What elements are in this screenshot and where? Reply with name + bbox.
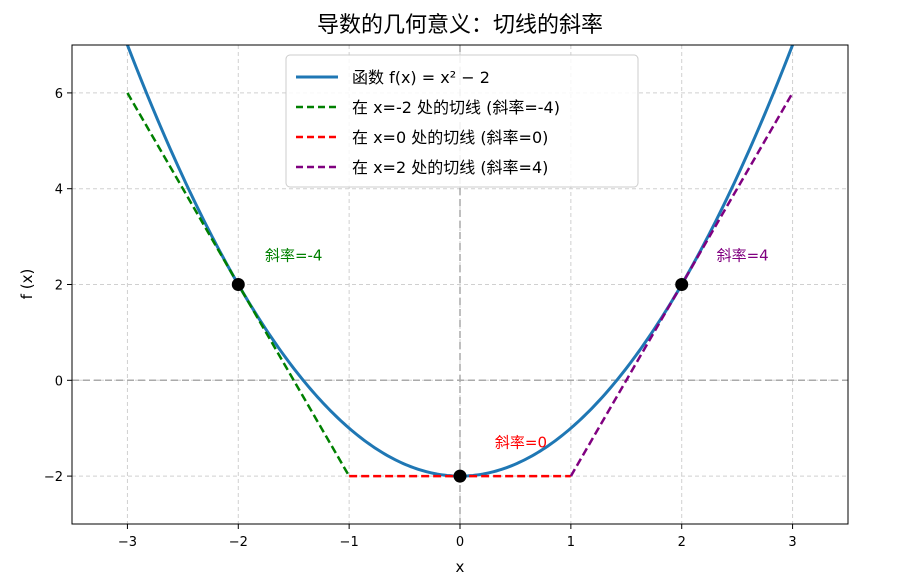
x-tick-label: 3 (788, 535, 796, 550)
slope-annotation: 斜率=-4 (265, 247, 323, 265)
x-tick-label: −2 (229, 535, 248, 550)
legend-label: 在 x=0 处的切线 (斜率=0) (352, 128, 548, 147)
chart-title: 导数的几何意义：切线的斜率 (317, 13, 603, 38)
x-tick-label: −3 (118, 535, 137, 550)
annotations: 斜率=-4 斜率=0 斜率=4 (265, 247, 769, 452)
y-tick-label: 4 (55, 183, 63, 198)
y-tick-label: 2 (55, 279, 63, 294)
legend-label: 在 x=2 处的切线 (斜率=4) (352, 158, 548, 177)
tangent-point (453, 469, 467, 483)
x-axis-title: x (456, 558, 465, 576)
y-tick-label: −2 (44, 470, 63, 485)
legend-label: 在 x=-2 处的切线 (斜率=-4) (352, 98, 560, 117)
x-tick-label: 1 (567, 535, 575, 550)
tangent-points (231, 278, 689, 483)
axis-ticks: −3 −2 −1 0 1 2 3 −2 0 2 4 6 (44, 87, 797, 550)
tangent-point (675, 278, 689, 291)
slope-annotation: 斜率=0 (495, 433, 547, 451)
x-tick-label: 2 (678, 535, 686, 550)
y-tick-label: 0 (55, 374, 63, 389)
tangent-point (231, 278, 245, 291)
y-tick-label: 6 (55, 87, 63, 102)
legend-label: 函数 f(x) = x² − 2 (352, 68, 490, 87)
x-tick-label: 0 (456, 535, 464, 550)
slope-annotation: 斜率=4 (717, 247, 769, 265)
legend-box (285, 54, 639, 188)
legend: 函数 f(x) = x² − 2 在 x=-2 处的切线 (斜率=-4) 在 x=0… (285, 54, 639, 188)
x-tick-label: −1 (340, 535, 359, 550)
y-axis-title: f (x) (18, 269, 36, 300)
